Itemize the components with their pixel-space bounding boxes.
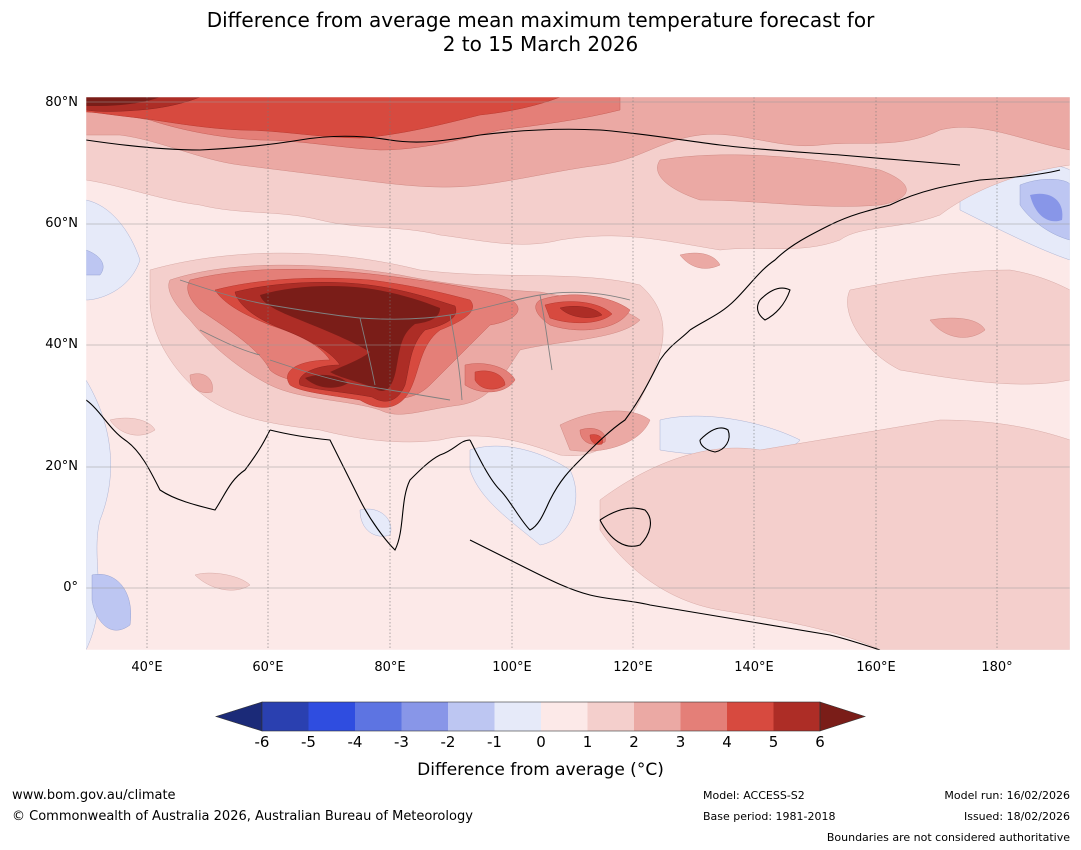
lon-label-80e: 80°E	[374, 660, 406, 675]
graticule-meridians	[146, 97, 998, 650]
colorbar-label-main: Difference from average (	[417, 760, 637, 780]
lon-label-100e: 100°E	[492, 660, 532, 675]
colorbar-segment	[727, 702, 774, 731]
lon-label-40e: 40°E	[131, 660, 163, 675]
footer-model-run: Model run: 16/02/2026	[944, 789, 1070, 802]
colorbar-label: Difference from average (​°C)	[0, 760, 1081, 780]
colorbar-tick-label: 0	[536, 733, 546, 751]
map-frame	[85, 96, 1071, 651]
colorbar-segment	[448, 702, 495, 731]
lat-label-40n: 40°N	[45, 337, 78, 352]
colorbar-tick-label: -1	[487, 733, 502, 751]
cool-anomaly-strong	[1030, 193, 1063, 222]
colorbar-tick-label: -4	[347, 733, 363, 751]
lat-label-80n: 80°N	[45, 95, 78, 110]
country-boundaries	[179, 279, 631, 401]
colorbar-extend-high	[819, 701, 866, 732]
colorbar-segment	[587, 702, 634, 731]
footer-base-period: Base period: 1981-2018	[703, 810, 836, 823]
colorbar-tick-label: -6	[254, 733, 270, 751]
title-line-1: Difference from average mean maximum tem…	[206, 8, 875, 32]
lat-label-60n: 60°N	[45, 216, 78, 231]
colorbar-tick-label: -2	[440, 733, 456, 751]
colorbar-segment	[355, 702, 402, 731]
colorbar-segment	[494, 702, 541, 731]
colorbar-outline	[261, 701, 821, 732]
anomaly-field	[86, 97, 1070, 650]
footer-disclaimer: Boundaries are not considered authoritat…	[826, 831, 1070, 844]
graticule-parallels	[86, 101, 1070, 589]
colorbar-segment	[773, 702, 820, 731]
colorbar-ticks: -6 -5 -4 -3 -2 -1 0 1 2 3 4 5 6	[0, 733, 1081, 753]
lon-label-180: 180°	[981, 660, 1013, 675]
colorbar-tick-label: 3	[675, 733, 686, 751]
forecast-map	[85, 96, 1071, 651]
lon-label-160e: 160°E	[856, 660, 896, 675]
warm-anomaly-above-6	[86, 97, 440, 391]
colorbar-segment	[401, 702, 448, 731]
colorbar-extend-low	[215, 701, 263, 732]
footer-website[interactable]: www.bom.gov.au/climate	[12, 788, 176, 803]
colorbar-tick-label: 2	[629, 733, 639, 751]
lon-label-140e: 140°E	[734, 660, 774, 675]
colorbar-segment	[541, 702, 588, 731]
colorbar	[215, 701, 866, 732]
lat-label-20n: 20°N	[45, 459, 78, 474]
coastlines	[86, 128, 1061, 650]
footer-issued: Issued: 18/02/2026	[963, 810, 1070, 823]
colorbar-tick-label: 4	[722, 733, 732, 751]
colorbar-label-close: )	[657, 760, 664, 780]
lon-label-60e: 60°E	[252, 660, 284, 675]
footer-copyright: © Commonwealth of Australia 2026, Austra…	[12, 809, 473, 824]
lat-label-0: 0°	[63, 580, 78, 595]
colorbar-segment	[680, 702, 727, 731]
colorbar-tick-label: -5	[301, 733, 316, 751]
colorbar-segment	[634, 702, 681, 731]
colorbar-tick-label: -3	[394, 733, 409, 751]
lon-label-120e: 120°E	[613, 660, 653, 675]
footer-model: Model: ACCESS-S2	[703, 789, 805, 802]
colorbar-tick-label: 5	[768, 733, 779, 751]
colorbar-segment	[262, 702, 309, 731]
colorbar-tick-label: 1	[582, 733, 593, 751]
colorbar-tick-label: 6	[815, 733, 825, 751]
title-line-2: 2 to 15 March 2026	[442, 32, 639, 56]
colorbar-label-unit: °C	[636, 760, 658, 780]
colorbar-segment	[308, 702, 355, 731]
chart-title: Difference from average mean maximum tem…	[0, 8, 1081, 56]
